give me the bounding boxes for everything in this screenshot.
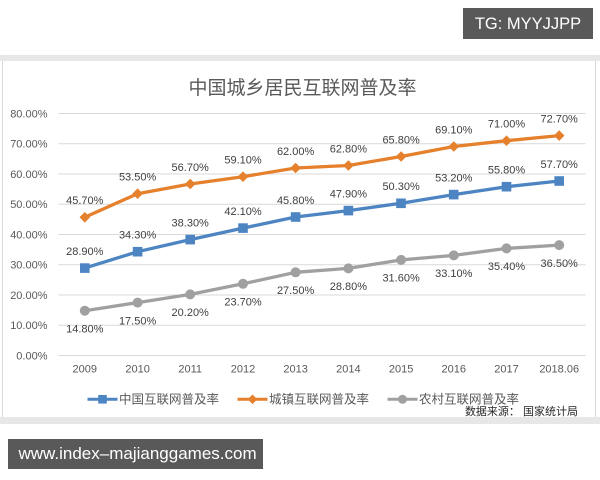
svg-text:33.10%: 33.10% — [435, 268, 473, 280]
svg-text:72.70%: 72.70% — [541, 113, 579, 125]
svg-text:57.70%: 57.70% — [541, 159, 579, 171]
svg-text:31.60%: 31.60% — [382, 273, 420, 285]
svg-text:56.70%: 56.70% — [172, 162, 210, 174]
svg-text:20.20%: 20.20% — [172, 307, 210, 319]
svg-text:23.70%: 23.70% — [224, 297, 262, 309]
svg-text:10.00%: 10.00% — [10, 320, 48, 332]
svg-text:80.00%: 80.00% — [10, 108, 48, 120]
svg-text:2015: 2015 — [389, 364, 413, 376]
svg-text:2018.06: 2018.06 — [539, 364, 579, 376]
svg-text:45.80%: 45.80% — [277, 195, 315, 207]
svg-text:42.10%: 42.10% — [224, 206, 262, 218]
svg-text:农村互联网普及率: 农村互联网普及率 — [419, 392, 519, 407]
svg-text:71.00%: 71.00% — [488, 119, 526, 131]
svg-text:数据来源： 国家统计局: 数据来源： 国家统计局 — [465, 404, 578, 418]
svg-text:53.20%: 53.20% — [435, 172, 473, 184]
svg-text:55.80%: 55.80% — [488, 165, 526, 177]
svg-text:14.80%: 14.80% — [66, 324, 104, 336]
svg-text:2011: 2011 — [178, 364, 202, 376]
svg-text:60.00%: 60.00% — [10, 169, 48, 181]
svg-text:50.30%: 50.30% — [382, 181, 420, 193]
svg-text:17.50%: 17.50% — [119, 315, 157, 327]
svg-text:28.80%: 28.80% — [330, 281, 368, 293]
svg-text:2016: 2016 — [442, 364, 466, 376]
svg-text:中国互联网普及率: 中国互联网普及率 — [119, 392, 219, 407]
svg-text:65.80%: 65.80% — [382, 134, 420, 146]
svg-text:2012: 2012 — [231, 364, 255, 376]
svg-text:36.50%: 36.50% — [541, 258, 579, 270]
svg-text:38.30%: 38.30% — [172, 217, 210, 229]
svg-text:53.50%: 53.50% — [119, 172, 157, 184]
svg-text:2013: 2013 — [283, 364, 307, 376]
svg-text:27.50%: 27.50% — [277, 285, 315, 297]
svg-text:59.10%: 59.10% — [224, 155, 262, 167]
svg-text:2009: 2009 — [73, 364, 97, 376]
svg-text:45.70%: 45.70% — [66, 195, 104, 207]
svg-text:35.40%: 35.40% — [488, 261, 526, 273]
svg-text:2014: 2014 — [336, 364, 360, 376]
svg-text:20.00%: 20.00% — [10, 290, 48, 302]
svg-text:28.90%: 28.90% — [66, 246, 104, 258]
svg-text:34.30%: 34.30% — [119, 230, 157, 242]
svg-text:2017: 2017 — [494, 364, 518, 376]
svg-text:47.90%: 47.90% — [330, 188, 368, 200]
svg-text:城镇互联网普及率: 城镇互联网普及率 — [269, 392, 369, 407]
svg-text:40.00%: 40.00% — [10, 229, 48, 241]
svg-text:62.80%: 62.80% — [330, 143, 368, 155]
svg-text:30.00%: 30.00% — [10, 260, 48, 272]
svg-text:62.00%: 62.00% — [277, 146, 315, 158]
svg-text:69.10%: 69.10% — [435, 124, 473, 136]
svg-text:70.00%: 70.00% — [10, 139, 48, 151]
svg-text:0.00%: 0.00% — [16, 350, 47, 362]
svg-text:50.00%: 50.00% — [10, 199, 48, 211]
svg-text:2010: 2010 — [125, 364, 149, 376]
